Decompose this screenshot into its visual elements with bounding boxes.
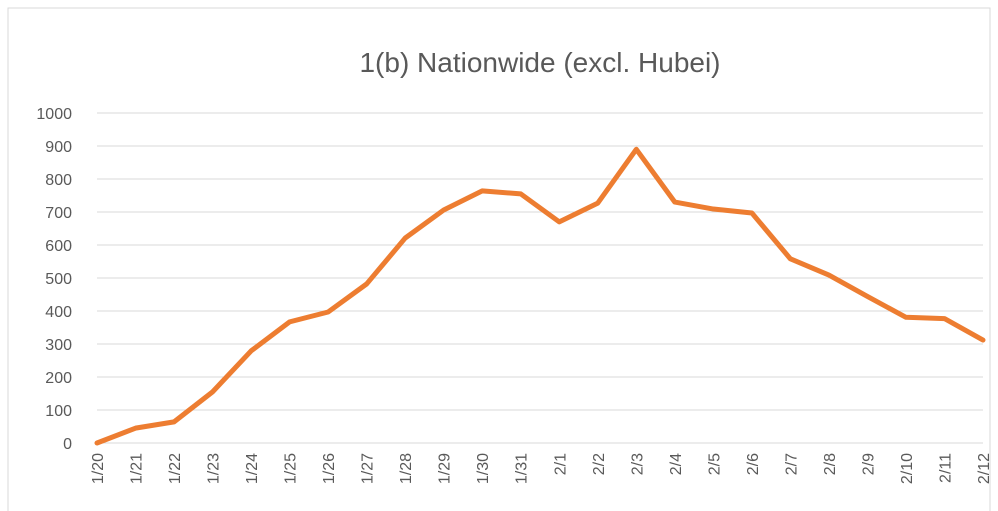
x-tick-label: 2/10 bbox=[899, 453, 916, 484]
x-tick-label: 1/31 bbox=[514, 453, 531, 484]
x-tick-label: 1/24 bbox=[244, 453, 261, 484]
x-tick-label: 1/23 bbox=[206, 453, 223, 484]
x-tick-label: 1/28 bbox=[398, 453, 415, 484]
x-tick-label: 1/21 bbox=[129, 453, 146, 484]
x-tick-label: 2/3 bbox=[629, 453, 646, 475]
x-tick-label: 1/22 bbox=[167, 453, 184, 484]
x-tick-label: 2/11 bbox=[937, 453, 954, 483]
x-tick-label: 1/26 bbox=[321, 453, 338, 484]
y-tick-label: 300 bbox=[45, 337, 72, 354]
x-tick-label: 2/6 bbox=[745, 453, 762, 475]
x-tick-label: 1/20 bbox=[90, 453, 107, 484]
y-tick-label: 900 bbox=[45, 139, 72, 156]
x-tick-label: 2/5 bbox=[706, 453, 723, 475]
y-tick-label: 800 bbox=[45, 172, 72, 189]
x-tick-label: 2/9 bbox=[860, 453, 877, 475]
x-tick-label: 2/4 bbox=[668, 453, 685, 475]
x-tick-label: 2/8 bbox=[822, 453, 839, 475]
data-line bbox=[94, 146, 986, 446]
x-tick-label: 2/2 bbox=[591, 453, 608, 475]
x-tick-label: 2/7 bbox=[783, 453, 800, 475]
x-tick-label: 2/12 bbox=[976, 453, 993, 484]
x-tick-label: 2/1 bbox=[552, 453, 569, 475]
y-tick-label: 500 bbox=[45, 271, 72, 288]
chart-border bbox=[7, 7, 991, 511]
y-tick-label: 700 bbox=[45, 205, 72, 222]
y-tick-label: 400 bbox=[45, 304, 72, 321]
x-tick-label: 1/29 bbox=[437, 453, 454, 484]
y-tick-label: 100 bbox=[45, 403, 72, 420]
chart-title: 1(b) Nationwide (excl. Hubei) bbox=[359, 47, 720, 78]
x-tick-label: 1/27 bbox=[360, 453, 377, 484]
y-tick-label: 0 bbox=[63, 436, 72, 453]
y-tick-label: 600 bbox=[45, 238, 72, 255]
y-tick-label: 1000 bbox=[36, 106, 72, 123]
x-tick-label: 1/30 bbox=[475, 453, 492, 484]
y-tick-label: 200 bbox=[45, 370, 72, 387]
x-tick-label: 1/25 bbox=[283, 453, 300, 484]
